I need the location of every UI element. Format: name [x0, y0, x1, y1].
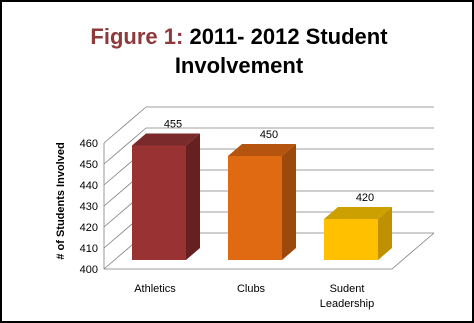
data-label-athletics: 455	[164, 119, 182, 131]
gridline-460	[103, 106, 434, 144]
y-axis: 400 410 420 430 440 450 460	[80, 138, 105, 276]
bar-clubs	[228, 144, 296, 260]
gridline-450	[103, 127, 434, 165]
chart-title: Figure 1: 2011- 2012 Student Involvement	[2, 22, 474, 80]
y-tick-label-430: 430	[80, 201, 98, 213]
chart-title-line2: Involvement	[174, 53, 304, 78]
y-tick-label-440: 440	[80, 180, 98, 192]
bar-athletics	[132, 133, 200, 260]
y-tick-label-400: 400	[80, 264, 98, 276]
chart-floor	[104, 232, 435, 270]
category-label-athletics: Athletics	[134, 283, 176, 295]
data-label-clubs: 450	[260, 129, 278, 141]
y-tick-label-420: 420	[80, 222, 98, 234]
y-tick-label-410: 410	[80, 243, 98, 255]
labels: 455 Athletics 450 Clubs 420 Sudent Leadership	[134, 119, 374, 311]
y-tick-label-450: 450	[80, 159, 98, 171]
category-label-sudent-leadership: Sudent Leadership	[320, 283, 374, 310]
bars	[132, 133, 392, 260]
chart-title-prefix: Figure 1:	[90, 24, 184, 49]
data-label-sudent-leadership: 420	[356, 192, 374, 204]
chart-title-line1: 2011- 2012 Student	[189, 24, 388, 49]
bar-sudent-leadership	[324, 207, 392, 260]
y-axis-label: # of Students Involved	[55, 142, 67, 259]
category-label-clubs: Clubs	[237, 283, 266, 295]
y-tick-label-460: 460	[80, 138, 98, 150]
